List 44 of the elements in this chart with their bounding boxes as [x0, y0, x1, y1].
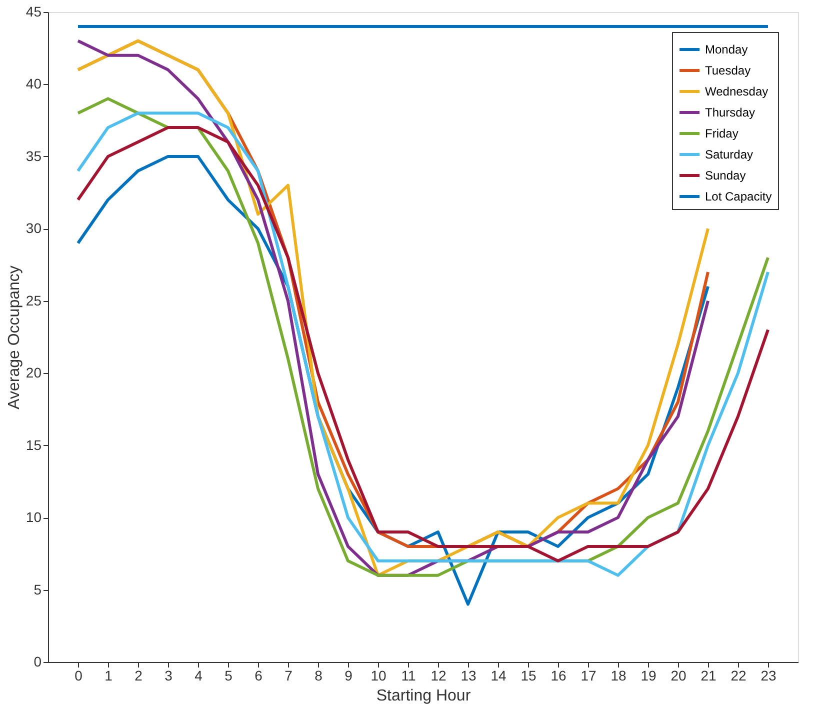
legend-label: Wednesday [705, 84, 768, 98]
x-tick-label: 11 [401, 668, 416, 684]
x-tick-label: 0 [74, 668, 83, 684]
y-tick-label: 35 [26, 148, 42, 164]
legend-label: Saturday [705, 148, 754, 162]
x-tick-label: 13 [460, 668, 476, 684]
x-tick-label: 17 [580, 668, 596, 684]
y-tick-label: 15 [26, 436, 42, 453]
x-tick-label: 12 [430, 668, 446, 684]
y-tick-label: 30 [26, 220, 42, 236]
x-tick-label: 23 [760, 668, 776, 684]
x-axis-title: Starting Hour [376, 688, 472, 704]
x-tick-label: 6 [254, 668, 263, 684]
y-tick-label: 25 [26, 292, 42, 308]
legend-label: Lot Capacity [705, 190, 772, 204]
x-tick-label: 21 [700, 668, 716, 684]
legend-label: Friday [705, 126, 738, 140]
legend-label: Sunday [705, 168, 746, 182]
x-tick-label: 7 [284, 668, 293, 684]
y-tick-label: 20 [26, 364, 42, 381]
legend-label: Tuesday [705, 64, 751, 78]
y-axis-title: Average Occupancy [6, 266, 23, 410]
x-tick-label: 4 [194, 668, 203, 684]
x-tick-label: 15 [520, 668, 536, 684]
y-tick-label: 0 [34, 654, 42, 670]
x-tick-label: 3 [164, 668, 173, 684]
y-tick-label: 45 [26, 4, 42, 20]
x-tick-label: 16 [550, 668, 566, 684]
x-tick-label: 8 [314, 668, 323, 684]
x-tick-label: 14 [490, 668, 506, 684]
y-tick-label: 40 [26, 76, 42, 92]
y-tick-label: 10 [26, 509, 42, 526]
legend-label: Monday [705, 42, 748, 56]
x-tick-label: 18 [610, 668, 626, 684]
x-tick-label: 19 [640, 668, 656, 684]
x-tick-label: 22 [730, 668, 746, 684]
x-tick-label: 5 [224, 668, 233, 684]
legend-label: Thursday [705, 106, 756, 120]
y-tick-label: 5 [34, 581, 42, 598]
x-tick-label: 10 [370, 668, 386, 684]
x-tick-label: 9 [344, 668, 353, 684]
x-tick-label: 20 [670, 668, 686, 684]
x-tick-label: 2 [134, 668, 143, 684]
x-tick-label: 1 [104, 668, 113, 684]
